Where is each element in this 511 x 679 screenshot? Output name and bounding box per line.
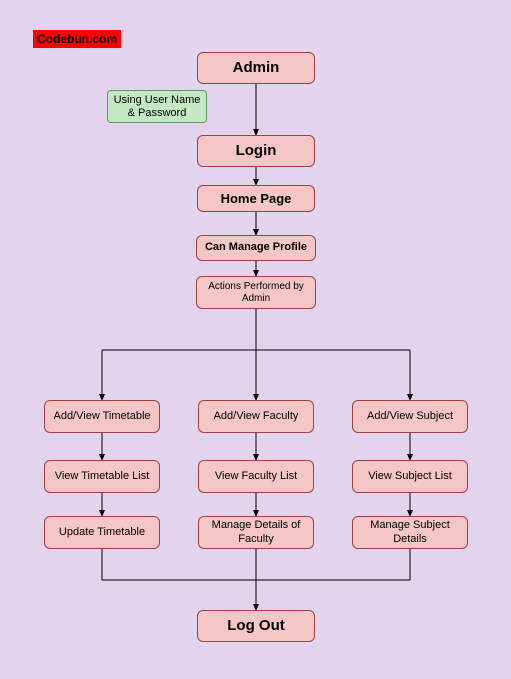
node-homepage: Home Page <box>197 185 315 212</box>
annotation-text: Using User Name& Password <box>114 94 201 119</box>
watermark-text: Codebun.com <box>37 32 117 46</box>
node-label: Manage SubjectDetails <box>370 519 450 545</box>
node-add-subject: Add/View Subject <box>352 400 468 433</box>
node-admin: Admin <box>197 52 315 84</box>
node-label: Can Manage Profile <box>205 241 307 254</box>
node-view-faculty: View Faculty List <box>198 460 314 493</box>
node-label: View Faculty List <box>215 470 297 483</box>
node-label: Add/View Subject <box>367 410 453 423</box>
node-label: View Subject List <box>368 470 452 483</box>
node-label: Home Page <box>221 191 292 207</box>
node-label: Update Timetable <box>59 526 145 539</box>
node-view-subject: View Subject List <box>352 460 468 493</box>
node-login: Login <box>197 135 315 167</box>
node-logout: Log Out <box>197 610 315 642</box>
node-manage-faculty: Manage Details ofFaculty <box>198 516 314 549</box>
watermark: Codebun.com <box>33 30 121 48</box>
node-label: Manage Details ofFaculty <box>212 519 301 545</box>
node-view-timetable: View Timetable List <box>44 460 160 493</box>
node-label: Login <box>236 142 277 160</box>
node-add-timetable: Add/View Timetable <box>44 400 160 433</box>
node-label: Actions Performed byAdmin <box>208 281 304 305</box>
node-update-timetable: Update Timetable <box>44 516 160 549</box>
flowchart-edges <box>0 0 511 679</box>
node-manage-profile: Can Manage Profile <box>196 235 316 261</box>
node-label: Add/View Faculty <box>214 410 299 423</box>
node-label: Add/View Timetable <box>53 410 150 423</box>
node-label: View Timetable List <box>55 470 150 483</box>
node-label: Admin <box>233 59 280 77</box>
node-actions: Actions Performed byAdmin <box>196 276 316 309</box>
node-add-faculty: Add/View Faculty <box>198 400 314 433</box>
node-manage-subject: Manage SubjectDetails <box>352 516 468 549</box>
annotation-credentials: Using User Name& Password <box>107 90 207 123</box>
node-label: Log Out <box>227 617 284 635</box>
